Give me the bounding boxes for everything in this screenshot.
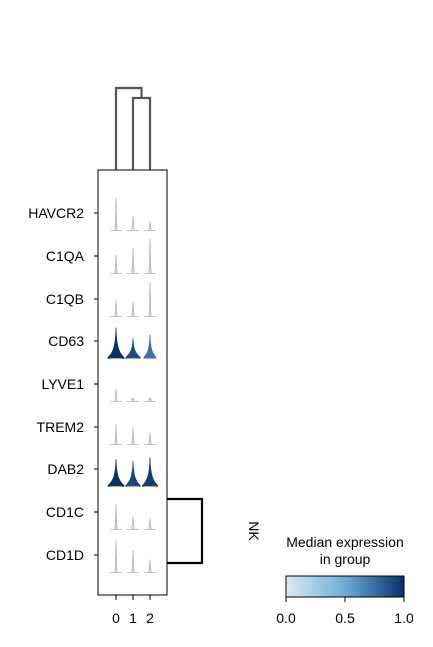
violin [125,460,141,487]
violins [107,197,158,573]
gene-labels: HAVCR2 C1QA C1QB CD63 LYVE1 TREM2 DAB2 CD1C CD1D [28,205,98,563]
group-tick-label: 0 [112,610,120,626]
violin [131,215,135,231]
violin [148,518,152,530]
gene-label: HAVCR2 [28,205,84,221]
violin [131,427,135,445]
gene-label: CD1D [46,547,84,563]
gene-label: LYVE1 [41,376,84,392]
violin [114,503,118,530]
violin [114,388,118,402]
group-axis-label: NK [246,521,262,541]
plot-frame [97,169,168,596]
violin [131,301,135,317]
violin [148,398,152,402]
violin [131,247,135,274]
violin [142,457,158,487]
gene-dendrogram [167,497,204,565]
colorbar-title-line-2: in group [320,551,371,567]
colorbar-tick-label: 1.0 [394,610,414,626]
colorbar-legend: Median expression in group 0.0 0.5 1.0 [276,534,414,626]
colorbar-gradient [285,575,405,598]
colorbar-title-line-1: Median expression [286,534,404,550]
violin [125,338,141,359]
gene-label: C1QB [46,291,84,307]
violin [148,238,152,274]
gene-label: CD1C [46,504,84,520]
violin [107,458,125,487]
violin [148,281,152,317]
gene-label: C1QA [46,248,85,264]
violin [114,299,118,317]
colorbar-ticks: 0.0 0.5 1.0 [276,597,414,626]
gene-label: CD63 [48,333,84,349]
violin [143,334,157,359]
violin [131,550,135,573]
violin [131,516,135,530]
violin [114,254,118,274]
violin [107,327,125,359]
dendrogram-branch [114,86,143,170]
violin [114,424,118,445]
dendrogram-branch [131,96,152,170]
violin-plot-area [97,169,168,596]
gene-label: TREM2 [37,419,85,435]
group-tick-label: 1 [129,610,137,626]
gene-label: DAB2 [47,461,84,477]
violin [148,559,152,573]
dendrogram-branch [167,497,204,565]
violin [148,220,152,231]
violin [148,433,152,445]
group-dendrogram [114,86,152,170]
violin [114,197,118,231]
colorbar-tick-label: 0.0 [276,610,296,626]
group-tick-label: 2 [146,610,154,626]
violin [114,539,118,573]
violin [131,398,135,402]
colorbar-tick-label: 0.5 [335,610,355,626]
